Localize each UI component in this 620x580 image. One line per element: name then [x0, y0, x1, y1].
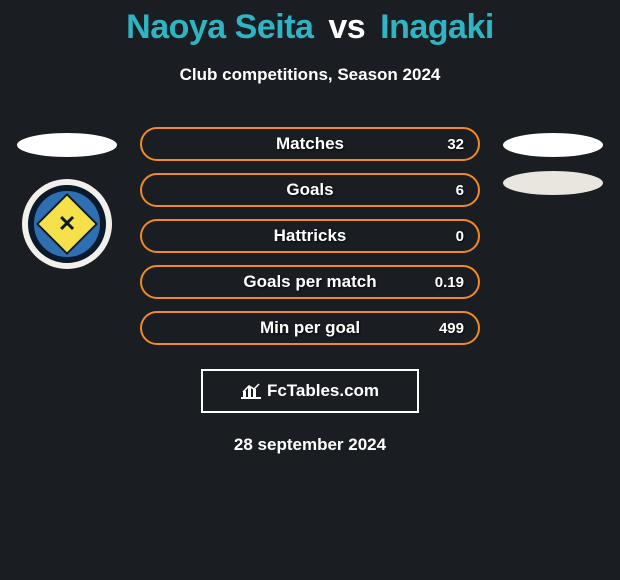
stat-value-right: 32: [447, 136, 464, 153]
crest-symbol-icon: ✕: [58, 211, 76, 237]
stat-value-right: 0: [456, 228, 464, 245]
stat-label: Goals per match: [243, 272, 376, 292]
brand-text: FcTables.com: [267, 381, 379, 401]
title-player1: Naoya Seita: [126, 8, 313, 46]
stat-label: Hattricks: [274, 226, 347, 246]
stat-bars: Matches 32 Goals 6 Hattricks 0 Goals per…: [140, 127, 480, 345]
stat-value-right: 6: [456, 182, 464, 199]
bar-chart-icon: [241, 383, 261, 399]
left-column: ✕: [12, 127, 122, 269]
crest-ring: ✕: [28, 185, 106, 263]
subtitle: Club competitions, Season 2024: [0, 65, 620, 85]
stat-label: Min per goal: [260, 318, 360, 338]
stat-bar-matches: Matches 32: [140, 127, 480, 161]
crest-core: ✕: [36, 193, 98, 255]
player1-avatar-placeholder: [17, 133, 117, 157]
main-row: ✕ Matches 32 Goals 6 Hattricks 0: [0, 127, 620, 345]
brand-box: FcTables.com: [201, 369, 419, 413]
stat-bar-goals-per-match: Goals per match 0.19: [140, 265, 480, 299]
stat-label: Goals: [286, 180, 333, 200]
stat-label: Matches: [276, 134, 344, 154]
title-player2: Inagaki: [380, 8, 494, 46]
player2-avatar-placeholder: [503, 133, 603, 157]
stat-bar-hattricks: Hattricks 0: [140, 219, 480, 253]
stat-value-right: 499: [439, 320, 464, 337]
comparison-card: Naoya Seita vs Inagaki Club competitions…: [0, 0, 620, 455]
stat-bar-goals: Goals 6: [140, 173, 480, 207]
page-title: Naoya Seita vs Inagaki: [0, 8, 620, 47]
title-vs: vs: [328, 8, 365, 46]
player1-club-crest: ✕: [22, 179, 112, 269]
footer-date: 28 september 2024: [0, 435, 620, 455]
player2-club-placeholder: [503, 171, 603, 195]
stat-value-right: 0.19: [435, 274, 464, 291]
right-column: [498, 127, 608, 195]
stat-bar-min-per-goal: Min per goal 499: [140, 311, 480, 345]
